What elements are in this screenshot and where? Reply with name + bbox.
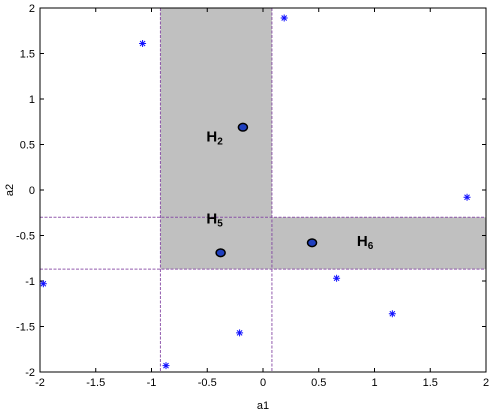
region-label-H2: H2	[206, 128, 223, 147]
y-tick-label: 0	[29, 185, 35, 197]
asterisk-point	[236, 329, 244, 337]
y-tick-label: -1	[25, 276, 35, 288]
x-tick-label: 0.5	[311, 377, 326, 389]
circle-point	[215, 248, 226, 258]
circle-point	[306, 238, 318, 248]
x-tick-label: -0.5	[198, 377, 217, 389]
asterisk-point	[280, 14, 288, 22]
x-tick-label: -2	[35, 377, 45, 389]
asterisk-point	[139, 39, 147, 47]
region-H6	[271, 217, 486, 270]
x-tick-label: 0	[260, 377, 266, 389]
y-tick-label: 1.5	[20, 49, 35, 61]
y-tick-label: -2	[25, 367, 35, 379]
y-tick-label: 2	[29, 3, 35, 15]
x-axis-label: a1	[257, 400, 269, 412]
boundary-lines	[40, 8, 486, 372]
axis-ticks: -2 -1.5 -1 -0.5 0 0.5 1 1.5 2 -2 -1.5 -1 -0.5 0 0.5 1 1.…	[16, 3, 489, 389]
x-tick-label: -1	[147, 377, 157, 389]
y-tick-label: -1.5	[16, 322, 35, 334]
asterisk-point	[463, 193, 471, 201]
y-axis-label: a2	[4, 184, 16, 196]
region-H5	[160, 217, 272, 270]
y-tick-label: -0.5	[16, 231, 35, 243]
data-points	[39, 14, 471, 370]
x-tick-label: 1	[371, 377, 377, 389]
asterisk-point	[162, 362, 170, 370]
region-labels: H2 H5 H6	[206, 128, 373, 252]
region-H2	[160, 8, 272, 218]
shaded-regions	[160, 8, 486, 270]
asterisk-point	[388, 310, 396, 318]
y-tick-label: 0.5	[20, 140, 35, 152]
asterisk-point	[39, 280, 47, 288]
region-label-H5: H5	[206, 210, 223, 229]
x-tick-label: -1.5	[86, 377, 105, 389]
y-tick-label: 1	[29, 94, 35, 106]
circle-point	[237, 122, 249, 132]
x-tick-label: 1.5	[423, 377, 438, 389]
asterisk-point	[333, 274, 341, 282]
x-tick-label: 2	[483, 377, 489, 389]
region-label-H6: H6	[357, 233, 374, 252]
